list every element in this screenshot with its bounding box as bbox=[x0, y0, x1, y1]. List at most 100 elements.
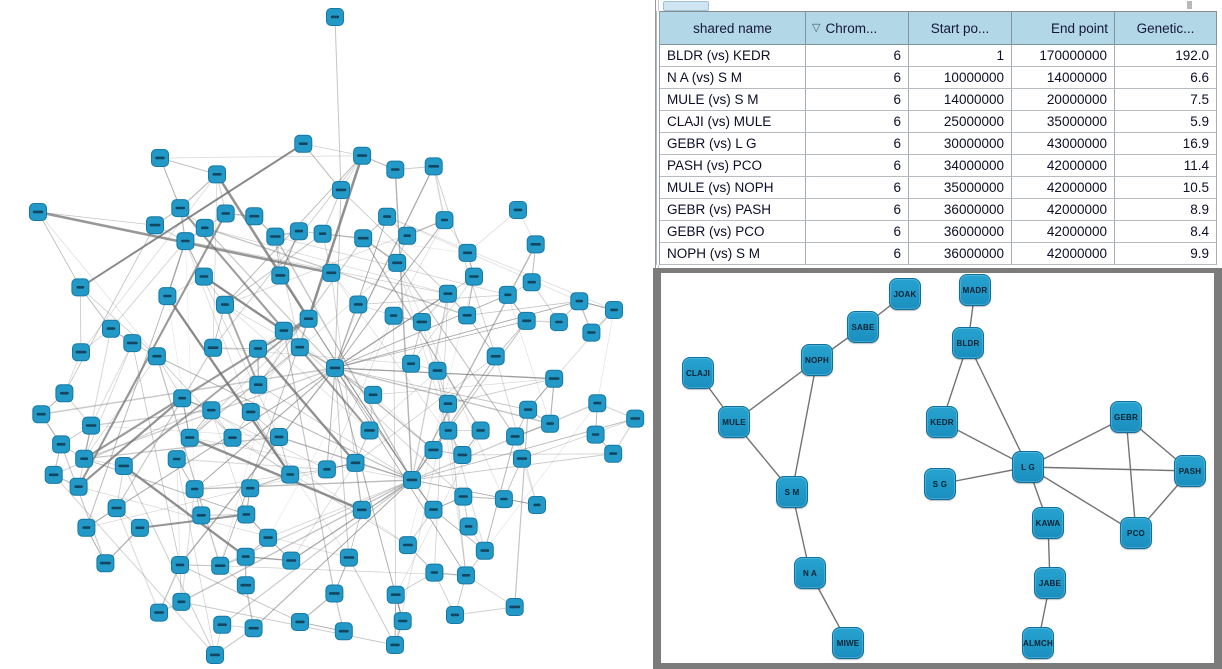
overview-node[interactable] bbox=[244, 619, 263, 638]
network-edge[interactable] bbox=[1027, 416, 1127, 468]
network-node-na[interactable]: N A bbox=[794, 557, 826, 589]
overview-node[interactable] bbox=[29, 203, 47, 221]
overview-node[interactable] bbox=[393, 612, 412, 631]
overview-node[interactable] bbox=[398, 226, 417, 245]
network-edge[interactable] bbox=[967, 342, 1029, 468]
overview-node[interactable] bbox=[428, 361, 447, 380]
overview-node[interactable] bbox=[216, 204, 235, 223]
overview-node[interactable] bbox=[424, 157, 443, 176]
overview-node[interactable] bbox=[167, 450, 186, 469]
overview-node[interactable] bbox=[528, 496, 546, 514]
overview-node[interactable] bbox=[289, 222, 308, 241]
network-node-kedr[interactable]: KEDR bbox=[926, 406, 958, 438]
overview-node[interactable] bbox=[334, 622, 353, 641]
column-header-sharedname[interactable]: shared name bbox=[660, 12, 806, 44]
overview-node[interactable] bbox=[360, 421, 379, 440]
overview-node[interactable] bbox=[69, 477, 88, 496]
overview-node[interactable] bbox=[236, 576, 255, 595]
overview-node[interactable] bbox=[526, 235, 545, 254]
overview-node[interactable] bbox=[236, 547, 255, 566]
overview-node[interactable] bbox=[386, 585, 405, 604]
overview-node[interactable] bbox=[204, 338, 223, 357]
network-node-pco[interactable]: PCO bbox=[1120, 517, 1152, 549]
overview-node[interactable] bbox=[412, 313, 431, 331]
overview-node[interactable] bbox=[439, 394, 457, 413]
overview-node[interactable] bbox=[213, 615, 232, 634]
table-row[interactable]: MULE (vs) S M 6 14000000 20000000 7.5 bbox=[660, 89, 1217, 111]
overview-network-canvas[interactable] bbox=[0, 0, 655, 669]
overview-node[interactable] bbox=[211, 556, 230, 575]
column-header-chrom[interactable]: ▽ Chrom... bbox=[806, 12, 909, 44]
network-edge[interactable] bbox=[791, 359, 818, 493]
overview-node[interactable] bbox=[522, 273, 541, 292]
overview-node[interactable] bbox=[346, 453, 365, 472]
horizontal-scrollbar[interactable] bbox=[659, 0, 1220, 11]
overview-node[interactable] bbox=[180, 428, 199, 447]
overview-node[interactable] bbox=[604, 444, 623, 463]
overview-node[interactable] bbox=[322, 263, 341, 282]
overview-node[interactable] bbox=[549, 313, 568, 332]
overview-node[interactable] bbox=[270, 428, 288, 446]
overview-node[interactable] bbox=[505, 598, 524, 616]
overview-node[interactable] bbox=[424, 500, 443, 519]
overview-node[interactable] bbox=[513, 449, 531, 468]
overview-node[interactable] bbox=[259, 528, 278, 547]
table-row[interactable]: GEBR (vs) PASH 6 36000000 42000000 8.9 bbox=[660, 199, 1217, 221]
network-node-pash[interactable]: PASH bbox=[1174, 455, 1206, 487]
selected-network-canvas[interactable]: JOAK SABE NOPH CLAJI MULE S M N A MIWE MADR BLDR K… bbox=[661, 273, 1214, 663]
network-node-claji[interactable]: CLAJI bbox=[682, 357, 714, 389]
network-node-lg[interactable]: L G bbox=[1012, 451, 1044, 483]
overview-node[interactable] bbox=[386, 636, 404, 654]
table-row[interactable]: GEBR (vs) PCO 6 36000000 42000000 8.4 bbox=[660, 221, 1217, 243]
overview-node[interactable] bbox=[147, 347, 166, 366]
overview-node[interactable] bbox=[185, 480, 204, 499]
overview-node[interactable] bbox=[77, 518, 96, 537]
overview-node[interactable] bbox=[146, 216, 164, 235]
overview-node[interactable] bbox=[266, 227, 285, 246]
overview-node[interactable] bbox=[150, 603, 168, 622]
overview-node[interactable] bbox=[349, 295, 368, 314]
overview-node[interactable] bbox=[439, 421, 458, 440]
overview-node[interactable] bbox=[509, 201, 527, 219]
overview-node[interactable] bbox=[465, 267, 483, 286]
overview-node[interactable] bbox=[438, 284, 457, 303]
overview-node[interactable] bbox=[458, 243, 477, 262]
overview-node[interactable] bbox=[326, 8, 344, 26]
overview-node[interactable] bbox=[424, 441, 443, 459]
network-node-sm[interactable]: S M bbox=[776, 476, 808, 508]
overview-node[interactable] bbox=[519, 400, 538, 419]
overview-node[interactable] bbox=[102, 319, 120, 338]
overview-node[interactable] bbox=[241, 403, 260, 421]
overview-node[interactable] bbox=[223, 428, 242, 447]
overview-node[interactable] bbox=[172, 592, 191, 611]
overview-node[interactable] bbox=[71, 278, 90, 297]
overview-node[interactable] bbox=[545, 369, 564, 388]
network-node-gebr[interactable]: GEBR bbox=[1110, 401, 1142, 433]
table-row[interactable]: MULE (vs) NOPH 6 35000000 42000000 10.5 bbox=[660, 177, 1217, 199]
overview-node[interactable] bbox=[290, 338, 309, 357]
network-node-sabe[interactable]: SABE bbox=[847, 311, 879, 343]
overview-node[interactable] bbox=[486, 347, 505, 366]
overview-node[interactable] bbox=[291, 613, 309, 631]
overview-node[interactable] bbox=[364, 385, 383, 404]
network-node-bldr[interactable]: BLDR bbox=[952, 327, 984, 359]
overview-node[interactable] bbox=[52, 435, 71, 454]
overview-node[interactable] bbox=[354, 229, 373, 248]
overview-node[interactable] bbox=[386, 160, 405, 179]
overview-node[interactable] bbox=[176, 232, 195, 251]
overview-node[interactable] bbox=[454, 487, 473, 506]
table-row[interactable]: N A (vs) S M 6 10000000 14000000 6.6 bbox=[660, 67, 1217, 89]
overview-node[interactable] bbox=[498, 285, 517, 304]
overview-node[interactable] bbox=[494, 490, 513, 509]
network-node-noph[interactable]: NOPH bbox=[801, 344, 833, 376]
overview-node[interactable] bbox=[192, 506, 211, 525]
overview-node[interactable] bbox=[471, 421, 490, 440]
overview-node[interactable] bbox=[475, 541, 494, 560]
overview-node[interactable] bbox=[317, 460, 336, 479]
network-node-jabe[interactable]: JABE bbox=[1034, 567, 1066, 599]
overview-node[interactable] bbox=[446, 606, 464, 624]
overview-node[interactable] bbox=[299, 309, 318, 328]
overview-node[interactable] bbox=[332, 181, 350, 199]
overview-node[interactable] bbox=[249, 375, 268, 394]
overview-node[interactable] bbox=[378, 207, 397, 226]
